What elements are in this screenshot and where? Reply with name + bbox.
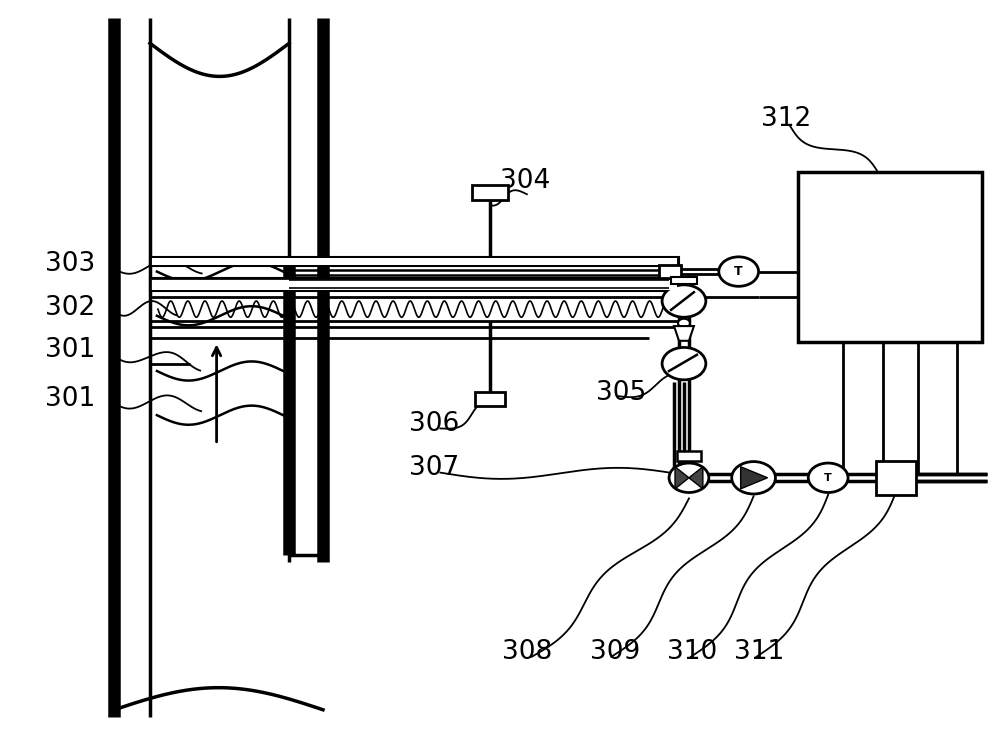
Text: T: T (824, 473, 832, 483)
Text: 305: 305 (596, 380, 647, 406)
Polygon shape (675, 467, 689, 489)
Circle shape (662, 347, 706, 380)
Text: 308: 308 (502, 640, 552, 666)
Polygon shape (689, 467, 703, 489)
Circle shape (669, 463, 709, 493)
Bar (659, 265, 681, 278)
Bar (152, 280, 677, 290)
Bar (876, 461, 916, 495)
Polygon shape (674, 326, 694, 341)
Text: 304: 304 (500, 168, 550, 194)
Bar (472, 186, 508, 200)
Text: 307: 307 (409, 455, 459, 482)
Text: 301: 301 (45, 386, 95, 412)
Bar (677, 450, 701, 461)
Text: 301: 301 (45, 338, 95, 364)
Text: 302: 302 (45, 295, 95, 321)
Text: 309: 309 (590, 640, 640, 666)
Bar (475, 392, 505, 407)
Bar (152, 258, 677, 265)
Text: T: T (734, 265, 743, 278)
Circle shape (808, 463, 848, 493)
Bar (798, 172, 982, 341)
Text: 306: 306 (409, 411, 459, 437)
Circle shape (719, 257, 759, 286)
Bar (150, 257, 679, 266)
Text: 311: 311 (734, 640, 784, 666)
Bar (671, 277, 697, 284)
Text: 312: 312 (761, 106, 811, 132)
Bar (150, 278, 679, 292)
Polygon shape (741, 467, 768, 489)
Circle shape (732, 462, 775, 494)
Circle shape (678, 319, 690, 327)
Text: 303: 303 (45, 252, 95, 278)
Circle shape (662, 285, 706, 318)
Text: 310: 310 (667, 640, 717, 666)
